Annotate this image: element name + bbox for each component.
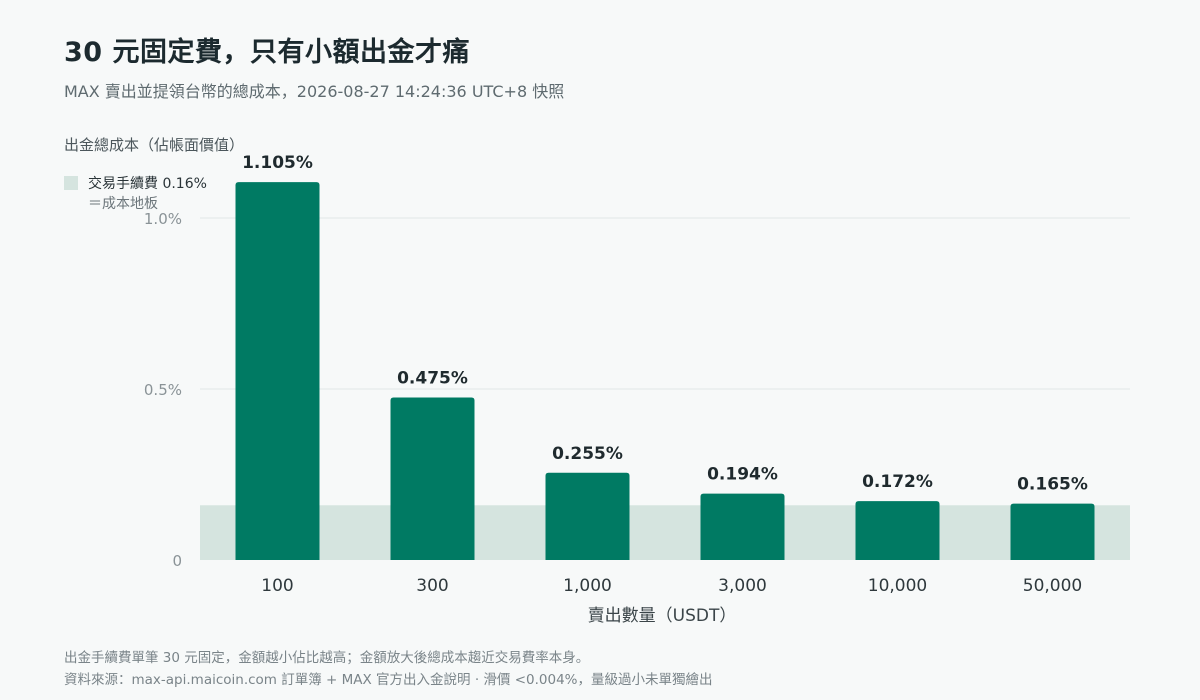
bar-value-label: 0.475%: [397, 369, 468, 389]
bar-50000: [1010, 503, 1095, 560]
bar-300: [390, 397, 475, 560]
x-tick-label: 50,000: [1023, 576, 1082, 596]
bar-value-label: 0.172%: [862, 472, 933, 492]
footnote-source: 資料來源：max-api.maicoin.com 訂單簿 + MAX 官方出入金…: [64, 672, 713, 688]
bar-10000: [855, 501, 940, 560]
y-tick-label: 0.5%: [144, 381, 182, 399]
chart-title: 30 元固定費，只有小額出金才痛: [64, 37, 470, 68]
bar-value-label: 0.194%: [707, 465, 778, 485]
legend-label: 交易手續費 0.16%: [88, 175, 207, 192]
legend-sublabel: ＝成本地板: [88, 196, 158, 212]
footnote-explanation: 出金手續費單筆 30 元固定，金額越小佔比越高；金額放大後總成本趨近交易費率本身…: [64, 650, 590, 666]
y-tick-label: 0: [172, 552, 182, 570]
bar-value-label: 0.165%: [1017, 475, 1088, 495]
x-tick-label: 10,000: [868, 576, 927, 596]
x-tick-label: 3,000: [718, 576, 767, 596]
bar-value-label: 0.255%: [552, 444, 623, 464]
x-axis-label: 賣出數量（USDT）: [588, 606, 737, 626]
bar-chart: 1.105% 100 0.475% 300 0.255% 1,000 0.194% 3,000…: [64, 136, 1130, 626]
bar-value-label: 1.105%: [242, 153, 313, 173]
x-tick-label: 100: [261, 576, 293, 596]
chart-subtitle: MAX 賣出並提領台幣的總成本，2026-08-27 14:24:36 UTC+…: [64, 82, 565, 101]
fee-floor-band: [200, 505, 1130, 560]
bar-3000: [700, 493, 785, 560]
y-tick-label: 1.0%: [144, 210, 182, 228]
y-axis-label: 出金總成本（佔帳面價值）: [64, 136, 244, 154]
legend-swatch: [64, 176, 78, 190]
bar-1000: [545, 472, 630, 560]
x-tick-label: 300: [416, 576, 448, 596]
bar-100: [235, 182, 320, 560]
x-tick-label: 1,000: [563, 576, 612, 596]
